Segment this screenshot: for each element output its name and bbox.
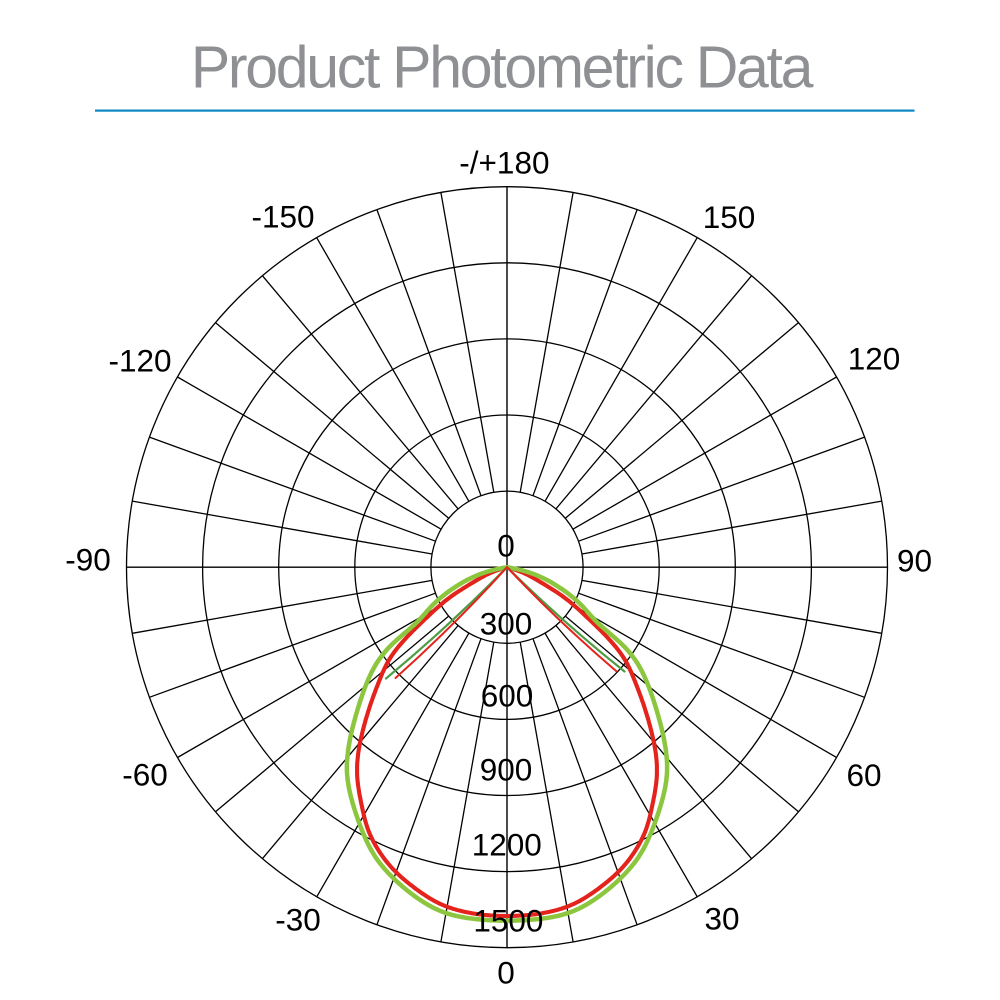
svg-text:-90: -90 [65, 541, 111, 577]
svg-text:-30: -30 [275, 901, 321, 937]
svg-text:300: 300 [480, 605, 533, 641]
svg-text:Product Photometric Data: Product Photometric Data [191, 35, 814, 101]
svg-text:1200: 1200 [472, 827, 542, 863]
svg-text:1500: 1500 [473, 903, 543, 939]
svg-text:-150: -150 [251, 198, 314, 234]
svg-text:120: 120 [848, 340, 901, 376]
svg-text:150: 150 [703, 199, 756, 235]
svg-text:900: 900 [480, 751, 533, 787]
svg-text:30: 30 [704, 900, 739, 936]
svg-text:-/+180: -/+180 [459, 144, 549, 180]
svg-text:-60: -60 [122, 756, 168, 792]
svg-text:0: 0 [497, 527, 515, 563]
svg-text:-120: -120 [108, 342, 171, 378]
svg-text:600: 600 [481, 677, 534, 713]
svg-text:60: 60 [846, 757, 881, 793]
svg-text:90: 90 [897, 542, 932, 578]
svg-text:0: 0 [497, 954, 515, 990]
